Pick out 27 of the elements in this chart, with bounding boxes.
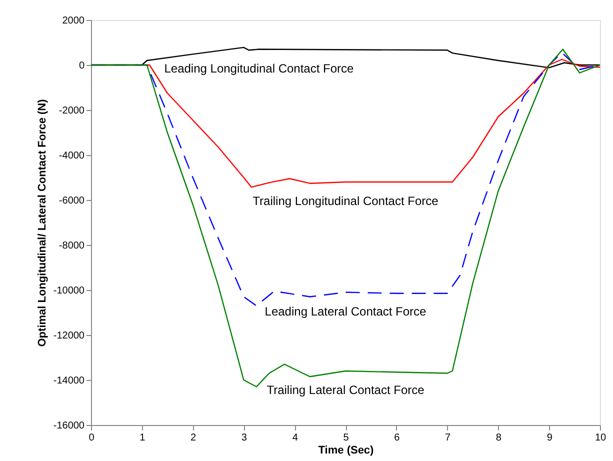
x-tick-label: 4 xyxy=(292,432,298,444)
y-tick-label: -2000 xyxy=(58,106,85,116)
x-tick-label: 3 xyxy=(241,432,248,444)
annotation: Leading Lateral Contact Force xyxy=(264,304,427,318)
x-tick-label: 1 xyxy=(140,432,146,444)
y-tick-label: -12000 xyxy=(53,330,85,342)
y-tick-label: -10000 xyxy=(53,286,85,296)
y-tick-label: 2000 xyxy=(62,16,85,26)
x-tick-label: 0 xyxy=(88,432,95,444)
x-tick-label: 7 xyxy=(445,432,452,444)
y-tick-label: -6000 xyxy=(58,196,85,206)
y-tick-label: -14000 xyxy=(53,376,85,386)
y-tick-label: -4000 xyxy=(58,150,85,162)
annotation: Leading Longitudinal Contact Force xyxy=(164,61,354,76)
x-tick-label: 6 xyxy=(394,432,400,444)
y-tick-label: 0 xyxy=(78,60,85,72)
x-tick-label: 5 xyxy=(343,432,350,444)
annotation: Trailing Longitudinal Contact Force xyxy=(252,194,439,208)
x-tick-label: 9 xyxy=(546,432,553,444)
annotation: Trailing Lateral Contact Force xyxy=(266,383,425,397)
x-tick-label: 10 xyxy=(594,432,606,444)
y-axis-title: Optimal Longitudinal/ Lateral Contact Force (N) xyxy=(36,98,48,347)
x-tick-label: 2 xyxy=(190,432,197,444)
x-axis-title: Time (Sec) xyxy=(318,444,374,456)
y-tick-label: -8000 xyxy=(58,240,85,252)
x-tick-label: 8 xyxy=(496,432,502,444)
y-tick-label: -16000 xyxy=(53,420,85,432)
